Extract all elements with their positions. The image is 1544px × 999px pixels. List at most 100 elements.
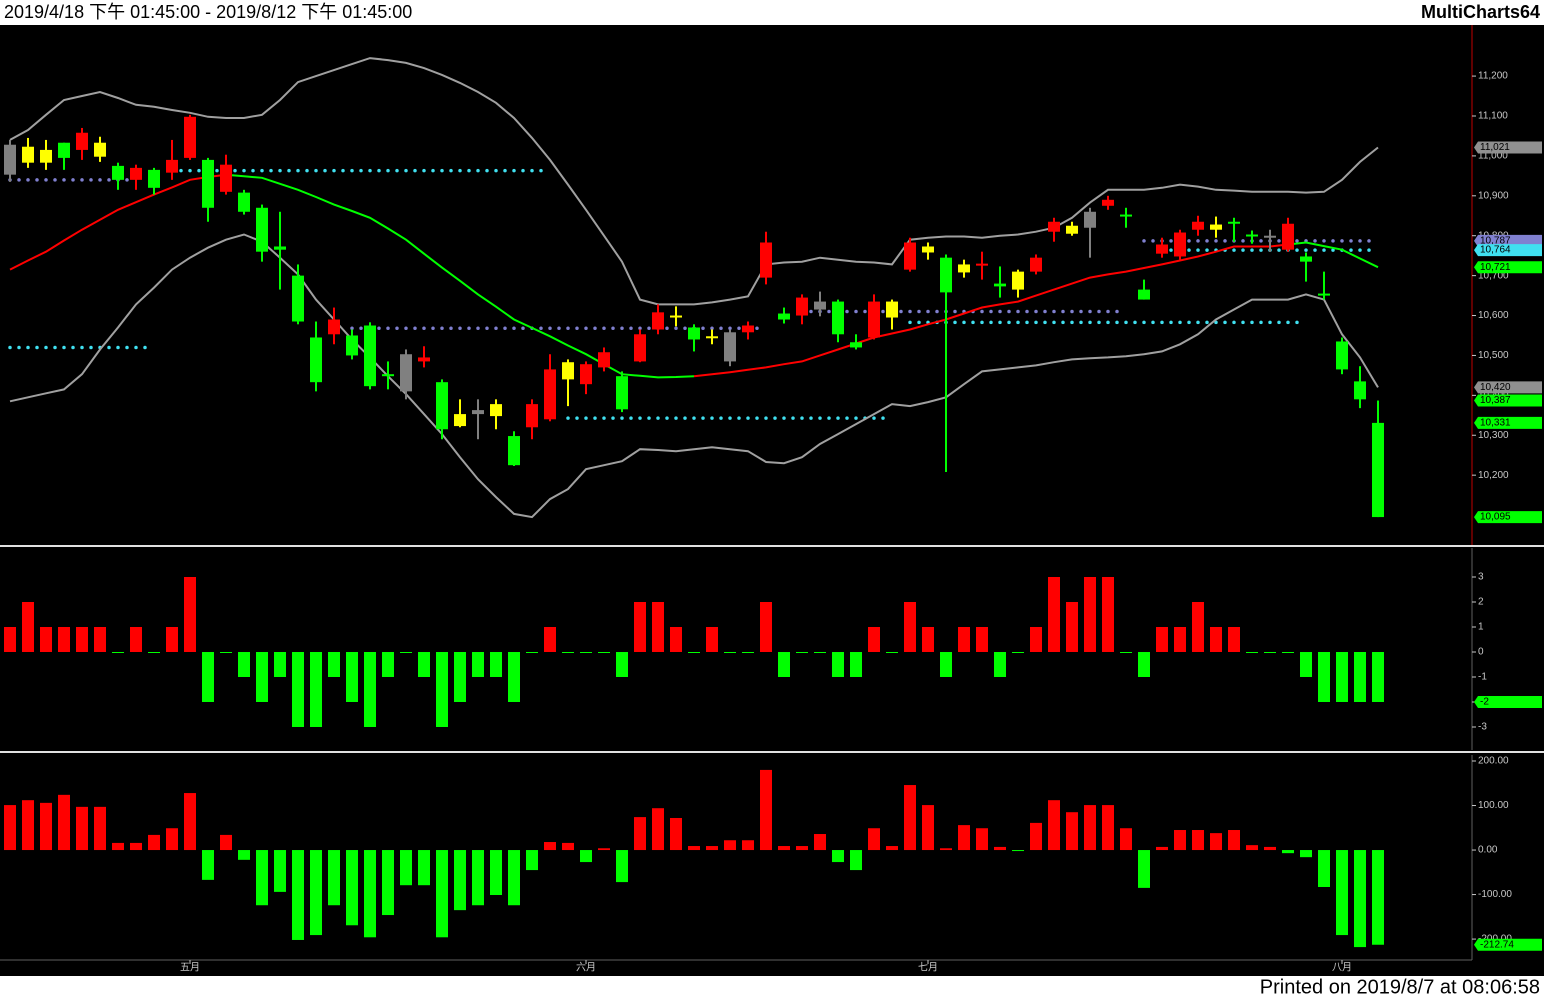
candle-body — [1066, 225, 1078, 234]
bar — [976, 828, 988, 851]
bar — [238, 850, 250, 860]
bar — [1336, 652, 1348, 702]
bar — [994, 846, 1006, 851]
bar — [724, 840, 736, 851]
candle-body — [76, 132, 88, 150]
y-tick-label: 10,200 — [1478, 470, 1509, 481]
bar — [652, 808, 664, 851]
bar — [220, 834, 232, 851]
candle-body — [544, 369, 556, 420]
candle-body — [1138, 289, 1150, 300]
bar — [202, 652, 214, 702]
bar — [328, 850, 340, 906]
bar — [274, 652, 286, 677]
bar — [796, 846, 808, 851]
bar — [1210, 833, 1222, 851]
candle-body — [328, 319, 340, 335]
bar — [400, 850, 412, 886]
y-tick-label: 10,900 — [1478, 190, 1509, 201]
candle-body — [1030, 257, 1042, 272]
candle-body — [256, 207, 268, 252]
y-tick-label: 11,000 — [1478, 151, 1508, 162]
candle-body — [580, 364, 592, 385]
candle-body — [1246, 234, 1258, 237]
bar — [1102, 577, 1114, 652]
bar — [364, 850, 376, 938]
bar — [868, 627, 880, 652]
bar — [1156, 846, 1168, 851]
bar — [1282, 652, 1294, 653]
bar — [310, 850, 322, 936]
candle-body — [490, 404, 502, 417]
y-tick-label: 2 — [1478, 597, 1484, 608]
bar — [814, 652, 826, 653]
bar — [220, 652, 232, 653]
candle-body — [22, 146, 34, 163]
candle-body — [94, 142, 106, 157]
candle-body — [508, 436, 520, 466]
candle-body — [1102, 199, 1114, 206]
price-marker — [1474, 234, 1542, 247]
bar — [1336, 850, 1348, 936]
bar — [436, 850, 448, 938]
candle-body — [148, 169, 160, 188]
bar — [184, 577, 196, 652]
bar — [580, 850, 592, 863]
bar — [1264, 846, 1276, 851]
price-marker-label: 10,764 — [1480, 245, 1511, 256]
candle-body — [886, 301, 898, 318]
candle-body — [922, 246, 934, 253]
bar — [94, 806, 106, 851]
x-tick-label: 七月 — [918, 962, 938, 974]
candle-body — [994, 283, 1006, 287]
candle-body — [1282, 223, 1294, 250]
x-tick-label: 五月 — [180, 962, 200, 974]
candle-body — [1156, 244, 1168, 254]
indicator-line — [9, 173, 1289, 378]
bar — [634, 817, 646, 851]
bar — [994, 652, 1006, 677]
candle-body — [130, 167, 142, 180]
candle-body — [1084, 211, 1096, 228]
y-tick-label: 10,300 — [1478, 430, 1509, 441]
bar — [652, 602, 664, 652]
price-marker — [1474, 416, 1542, 429]
x-tick-label: 八月 — [1332, 962, 1352, 974]
price-marker-label: 10,420 — [1480, 382, 1511, 393]
bar — [22, 800, 34, 851]
bar — [418, 652, 430, 677]
candle-body — [958, 264, 970, 273]
candle-body — [598, 352, 610, 368]
candle-body — [1048, 221, 1060, 232]
price-marker-label: -2 — [1480, 697, 1489, 708]
candle-body — [112, 165, 124, 180]
indicator-line — [225, 173, 1379, 379]
candle-body — [436, 382, 448, 430]
bar — [742, 840, 754, 851]
candle-body — [616, 376, 628, 410]
bar — [670, 817, 682, 851]
candle-body — [274, 246, 286, 250]
price-marker — [1474, 394, 1542, 407]
candle-body — [634, 334, 646, 362]
bar — [400, 652, 412, 653]
price-marker-label: -212.74 — [1480, 939, 1514, 950]
candle-body — [1192, 221, 1204, 230]
bar — [904, 785, 916, 851]
price-marker — [1474, 381, 1542, 394]
bar — [202, 850, 214, 880]
candle-body — [1336, 341, 1348, 370]
bar — [1210, 627, 1222, 652]
y-tick-label: 10,700 — [1478, 270, 1509, 281]
bar — [166, 627, 178, 652]
bar — [1354, 850, 1366, 948]
candle-body — [814, 301, 826, 310]
price-marker — [1474, 141, 1542, 154]
bar — [238, 652, 250, 677]
bar — [1156, 627, 1168, 652]
y-tick-label: 10,600 — [1478, 310, 1509, 321]
bar — [634, 602, 646, 652]
indicator-line — [9, 57, 1379, 306]
bar — [112, 842, 124, 851]
bar — [256, 850, 268, 906]
